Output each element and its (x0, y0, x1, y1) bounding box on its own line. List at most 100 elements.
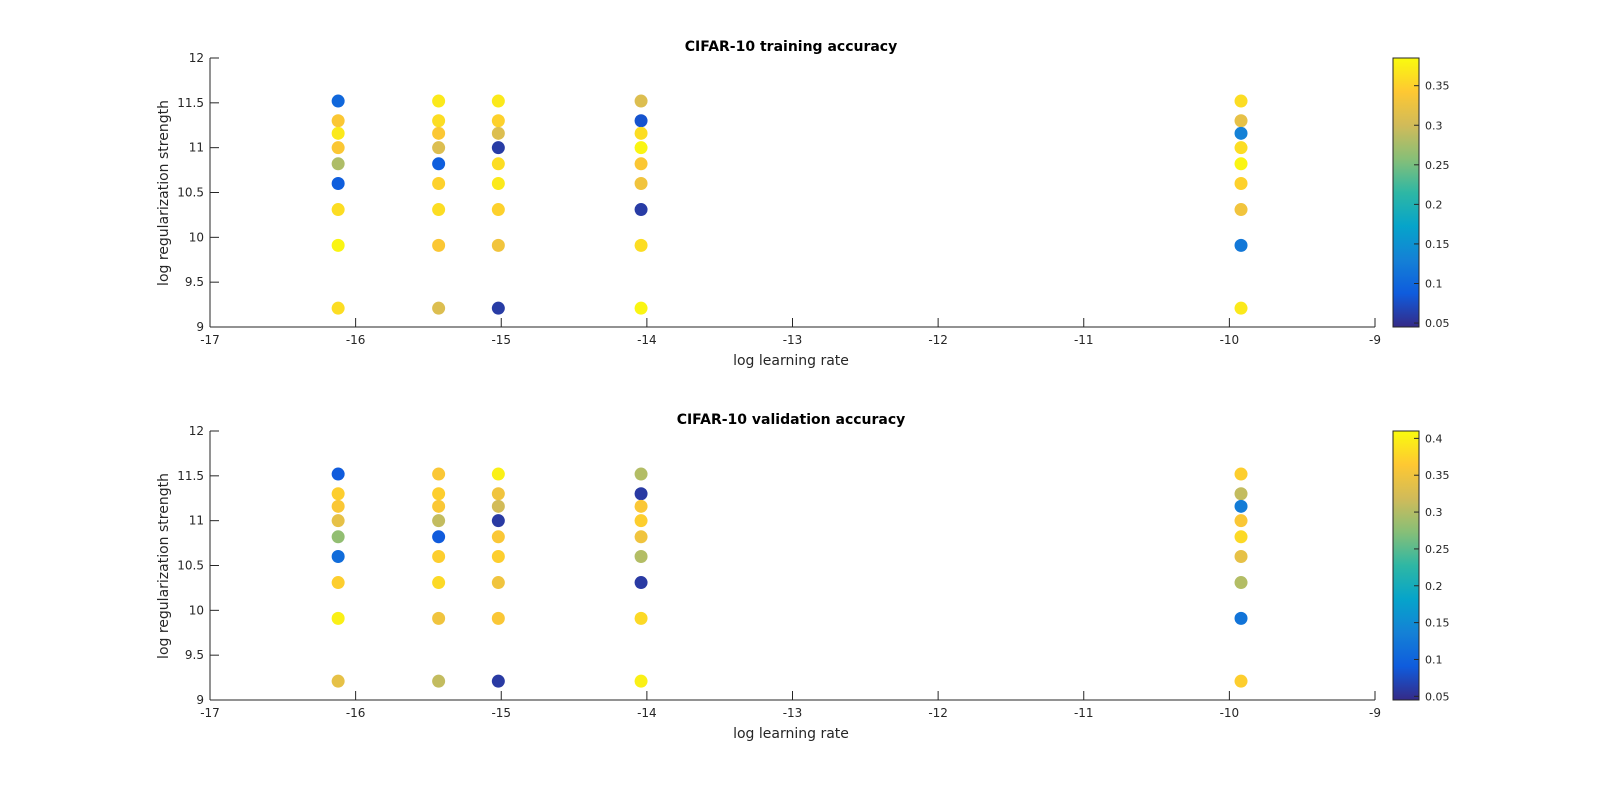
x-tick-label: -9 (1369, 333, 1381, 347)
scatter-point (1234, 157, 1248, 171)
scatter-point (634, 487, 648, 501)
scatter-point (634, 238, 648, 252)
colorbar-tick-label: 0.25 (1425, 159, 1450, 172)
colorbar-tick-label: 0.35 (1425, 80, 1450, 93)
scatter-point (634, 499, 648, 513)
scatter-point (331, 487, 345, 501)
colorbar-tick-label: 0.3 (1425, 506, 1443, 519)
x-tick-label: -17 (200, 333, 220, 347)
x-tick-label: -17 (200, 706, 220, 720)
scatter-point (1234, 301, 1248, 315)
scatter-point (1234, 487, 1248, 501)
scatter-point (331, 674, 345, 688)
validation-accuracy-plot: CIFAR-10 validation accuracy -17 -16 -15 -1… (156, 412, 1450, 742)
x-tick-label: -15 (491, 333, 511, 347)
y-axis-label: log regularization strength (156, 473, 172, 659)
scatter-point (432, 157, 446, 171)
colorbar-tick-label: 0.15 (1425, 617, 1450, 630)
scatter-point (491, 238, 505, 252)
scatter-point (432, 487, 446, 501)
scatter-point (432, 203, 446, 217)
scatter-point (491, 576, 505, 590)
y-tick-label: 9.5 (185, 275, 204, 289)
scatter-point (491, 514, 505, 528)
y-tick-label: 10.5 (177, 559, 204, 573)
scatter-point (634, 203, 648, 217)
colorbar-tick-label: 0.2 (1425, 580, 1443, 593)
colorbar-tick-label: 0.05 (1425, 690, 1450, 703)
y-tick-label: 12 (189, 51, 204, 65)
scatter-point (634, 530, 648, 544)
x-tick-label: -16 (346, 706, 366, 720)
y-tick-label: 11 (189, 514, 204, 528)
chart-title: CIFAR-10 validation accuracy (677, 412, 906, 428)
y-tick-label: 9 (196, 693, 204, 707)
y-tick-label: 10.5 (177, 186, 204, 200)
scatter-point (491, 467, 505, 481)
scatter-point (491, 94, 505, 108)
scatter-point (432, 94, 446, 108)
colorbar-gradient (1392, 57, 1420, 328)
colorbar: 0.05 0.1 0.15 0.2 0.25 0.3 0.35 (1392, 57, 1450, 330)
scatter-point (1234, 141, 1248, 155)
colorbar-tick-label: 0.35 (1425, 469, 1450, 482)
scatter-point (1234, 238, 1248, 252)
scatter-point (491, 114, 505, 128)
y-tick-label: 12 (189, 424, 204, 438)
scatter-point (432, 126, 446, 140)
scatter-point (491, 487, 505, 501)
scatter-point (634, 126, 648, 140)
scatter-point (491, 203, 505, 217)
scatter-point (331, 467, 345, 481)
x-axis-label: log learning rate (733, 726, 849, 742)
y-tick-label: 9.5 (185, 648, 204, 662)
colorbar-gradient (1392, 430, 1420, 701)
y-axis-label: log regularization strength (156, 100, 172, 286)
scatter-point (331, 114, 345, 128)
x-tick-label: -12 (928, 333, 948, 347)
x-tick-label: -16 (346, 333, 366, 347)
x-tick-label: -13 (783, 333, 803, 347)
scatter-point (634, 157, 648, 171)
scatter-point (331, 499, 345, 513)
colorbar-tick-label: 0.1 (1425, 653, 1443, 666)
scatter-point (1234, 467, 1248, 481)
scatter-point (634, 674, 648, 688)
scatter-point (1234, 177, 1248, 191)
scatter-point (331, 157, 345, 171)
x-tick-label: -11 (1074, 706, 1094, 720)
x-axis-label: log learning rate (733, 353, 849, 369)
scatter-point (634, 576, 648, 590)
chart-title: CIFAR-10 training accuracy (685, 39, 897, 55)
scatter-point (1234, 514, 1248, 528)
scatter-point (491, 674, 505, 688)
scatter-point (634, 550, 648, 564)
scatter-point (634, 301, 648, 315)
scatter-point (432, 238, 446, 252)
scatter-point (1234, 499, 1248, 513)
scatter-point (331, 550, 345, 564)
colorbar-tick-label: 0.1 (1425, 277, 1443, 290)
colorbar: 0.05 0.1 0.15 0.2 0.25 0.3 0.35 0.4 (1392, 430, 1450, 703)
x-tick-label: -9 (1369, 706, 1381, 720)
x-tick-label: -13 (783, 706, 803, 720)
scatter-point (491, 530, 505, 544)
colorbar-tick-label: 0.4 (1425, 432, 1443, 445)
scatter-point (331, 611, 345, 625)
scatter-point (634, 141, 648, 155)
scatter-point (491, 157, 505, 171)
scatter-point (491, 499, 505, 513)
colorbar-tick-label: 0.25 (1425, 543, 1450, 556)
scatter-point (331, 94, 345, 108)
colorbar-tick-label: 0.05 (1425, 317, 1450, 330)
scatter-point (634, 114, 648, 128)
scatter-point (634, 514, 648, 528)
scatter-point (432, 301, 446, 315)
scatter-point (432, 576, 446, 590)
scatter-point (1234, 674, 1248, 688)
y-tick-label: 9 (196, 320, 204, 334)
y-tick-label: 11.5 (177, 96, 204, 110)
x-tick-label: -10 (1220, 333, 1240, 347)
scatter-point (331, 576, 345, 590)
